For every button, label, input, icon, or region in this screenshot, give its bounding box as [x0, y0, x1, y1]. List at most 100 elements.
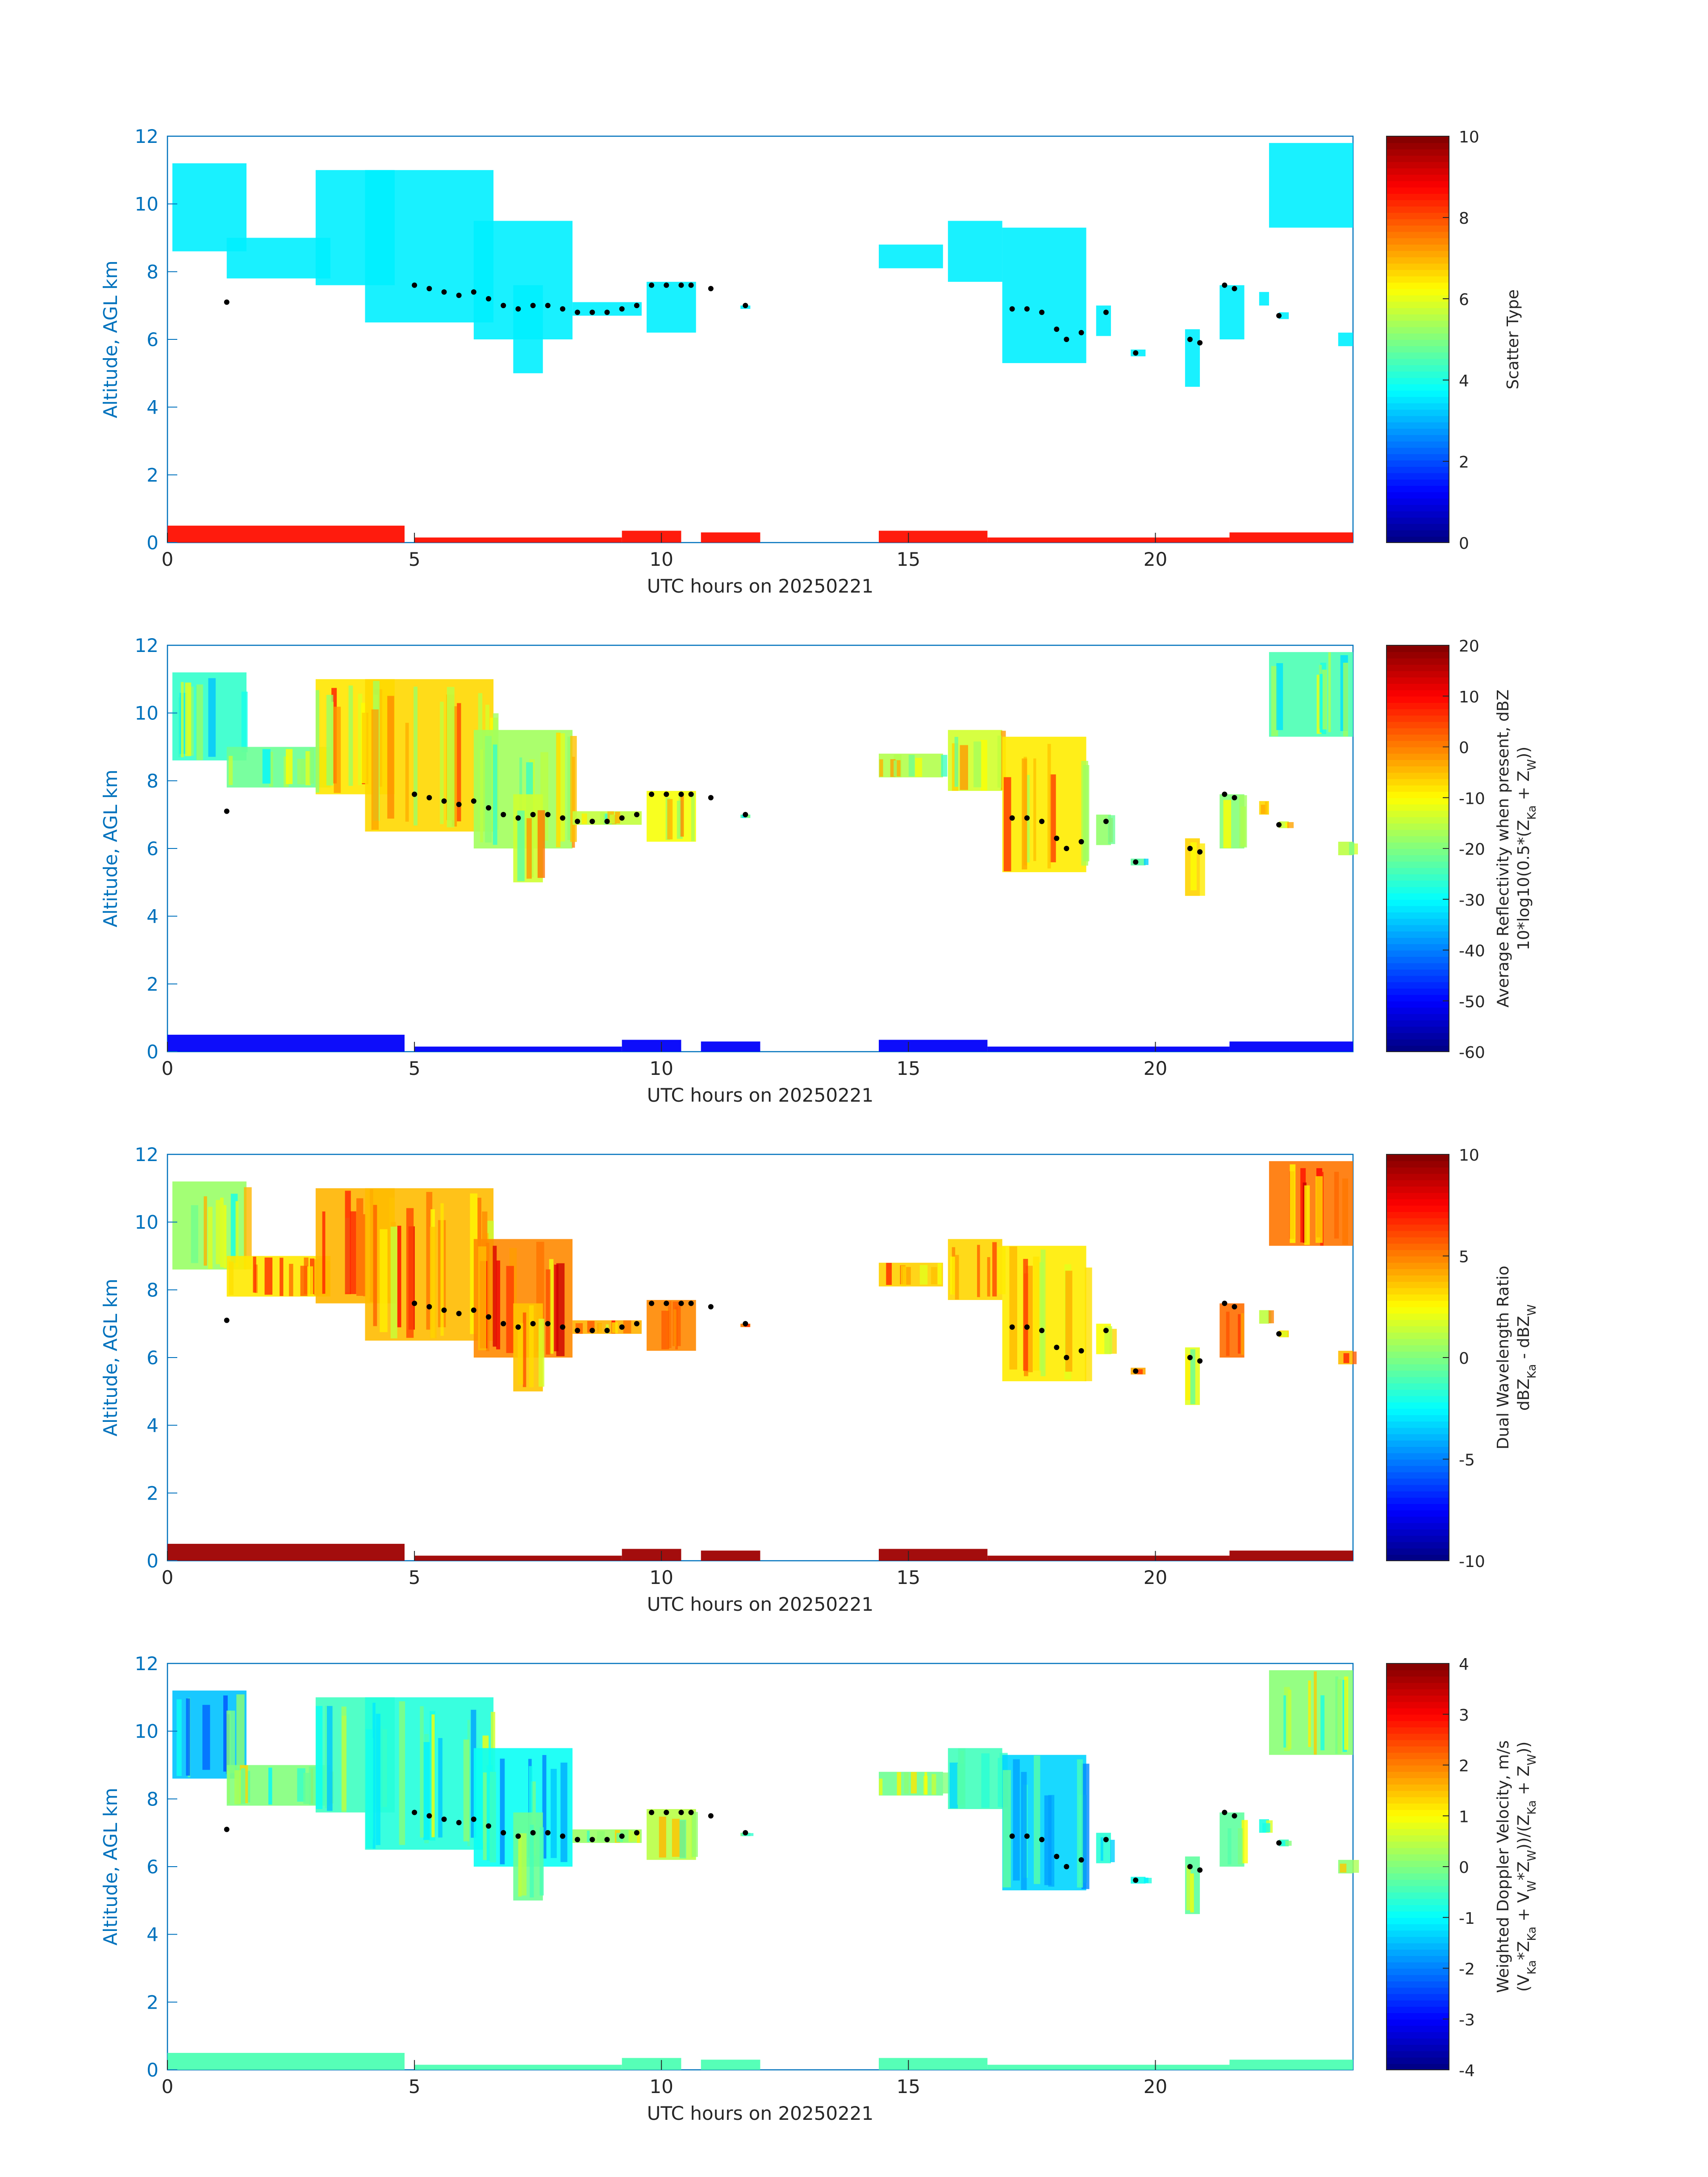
low-layer	[414, 1046, 622, 1052]
cloud-texture	[1334, 1172, 1339, 1239]
colorbar-swatch	[1386, 1491, 1449, 1498]
colorbar-swatch	[1386, 1701, 1449, 1709]
colorbar-swatch	[1386, 1026, 1449, 1033]
colorbar-swatch	[1386, 823, 1449, 830]
colorbar-swatch	[1386, 1682, 1449, 1689]
cloud-top-point	[515, 306, 521, 312]
colorbar-swatch	[1386, 912, 1449, 919]
cloud-texture	[518, 1835, 522, 1897]
colorbar-swatch	[1386, 2006, 1449, 2014]
cloud-top-point	[708, 1813, 714, 1819]
colorbar-swatch	[1386, 766, 1449, 773]
cloud-texture	[1342, 1178, 1348, 1245]
colorbar-swatch	[1386, 975, 1449, 982]
cloud-texture	[949, 1762, 958, 1809]
colorbar-tick-label: -3	[1459, 2011, 1475, 2029]
cloud-texture	[316, 1706, 323, 1809]
colorbar-swatch	[1386, 377, 1449, 384]
colorbar-swatch	[1386, 231, 1449, 238]
cloud-texture	[1288, 1689, 1291, 1750]
cloud-top-point	[1197, 1867, 1203, 1873]
colorbar-swatch	[1386, 1676, 1449, 1683]
cloud-texture	[1262, 1823, 1270, 1832]
cloud-top-point	[1054, 836, 1060, 841]
colorbar-swatch	[1386, 479, 1449, 486]
colorbar-swatch	[1386, 1427, 1449, 1434]
cloud-texture	[1021, 1772, 1027, 1890]
low-layer	[167, 526, 405, 543]
colorbar-swatch	[1386, 677, 1449, 684]
cloud-texture	[672, 1818, 680, 1857]
cloud-texture	[264, 1258, 273, 1295]
cloud-texture	[931, 1774, 936, 1795]
cloud-top-point	[664, 282, 669, 288]
cloud-texture	[1082, 1763, 1090, 1889]
cloud-texture	[1268, 1310, 1274, 1324]
cloud-texture	[1320, 674, 1323, 733]
cloud-texture	[1034, 1755, 1040, 1884]
colorbar-swatch	[1386, 1548, 1449, 1555]
colorbar-swatch	[1386, 320, 1449, 327]
cloud-top-point	[688, 791, 694, 797]
colorbar-swatch	[1386, 441, 1449, 448]
cloud-top-point	[515, 815, 521, 821]
cloud-texture	[879, 1778, 883, 1795]
colorbar-label-line: 10*log10(0.5*(ZKa + ZW))	[1515, 747, 1539, 950]
x-tick-label: 10	[650, 2076, 673, 2098]
cloud-texture	[204, 1196, 207, 1266]
low-layer	[167, 1544, 405, 1561]
cloud-top-point	[604, 309, 610, 315]
cloud-texture	[334, 706, 341, 793]
x-tick-label: 5	[409, 1567, 421, 1588]
cloud-top-point	[575, 819, 580, 824]
colorbar-swatch	[1386, 1032, 1449, 1040]
cloud-top-point	[619, 815, 625, 821]
cloud-texture	[300, 1266, 308, 1296]
cloud-texture	[1241, 1820, 1248, 1864]
cloud-texture	[185, 682, 192, 756]
cloud-texture	[879, 759, 883, 777]
colorbar-swatch	[1386, 1402, 1449, 1409]
cloud-texture	[1144, 858, 1148, 865]
cloud-texture	[1328, 652, 1331, 732]
y-tick-label: 0	[146, 532, 159, 554]
colorbar-swatch	[1386, 1358, 1449, 1365]
x-tick-label: 0	[162, 2076, 174, 2098]
cloud-top-point	[743, 1830, 748, 1836]
cloud-top-point	[1024, 815, 1030, 821]
cloud-texture	[667, 799, 673, 840]
colorbar-swatch	[1386, 263, 1449, 270]
cloud-texture	[600, 812, 605, 824]
colorbar-swatch	[1386, 1389, 1449, 1396]
colorbar-swatch	[1386, 295, 1449, 302]
colorbar-swatch	[1386, 288, 1449, 296]
cloud-texture	[405, 723, 409, 822]
colorbar-swatch	[1386, 1262, 1449, 1269]
cloud-texture	[610, 815, 617, 824]
cloud-top-point	[515, 1324, 521, 1330]
colorbar: -4 -3 -2 -1 0 1 2 3 4 Weighted Doppler Velocity, …	[1386, 1655, 1539, 2080]
cloud-texture	[1013, 1759, 1020, 1881]
cloud-texture	[529, 1305, 534, 1387]
colorbar-swatch	[1386, 517, 1449, 524]
cloud-top-point	[634, 1321, 639, 1327]
cloud-region	[172, 163, 246, 251]
low-layer	[1229, 532, 1353, 543]
cloud-top-point	[1078, 1348, 1084, 1354]
colorbar-swatch	[1386, 530, 1449, 537]
colorbar-swatch	[1386, 1956, 1449, 1963]
colorbar-swatch	[1386, 1522, 1449, 1529]
colorbar-swatch	[1386, 1020, 1449, 1027]
cloud-texture	[1022, 758, 1027, 869]
colorbar-swatch	[1386, 244, 1449, 251]
cloud-texture	[1285, 1841, 1292, 1846]
cloud-top-point	[412, 1809, 418, 1815]
low-layer	[622, 1549, 681, 1561]
cloud-texture	[181, 682, 184, 757]
cloud-texture	[628, 1830, 632, 1842]
colorbar-swatch	[1386, 1905, 1449, 1912]
cloud-texture	[309, 748, 314, 784]
colorbar-label: Scatter Type	[1504, 289, 1522, 389]
cloud-texture	[226, 1710, 230, 1774]
colorbar-swatch	[1386, 1930, 1449, 1937]
